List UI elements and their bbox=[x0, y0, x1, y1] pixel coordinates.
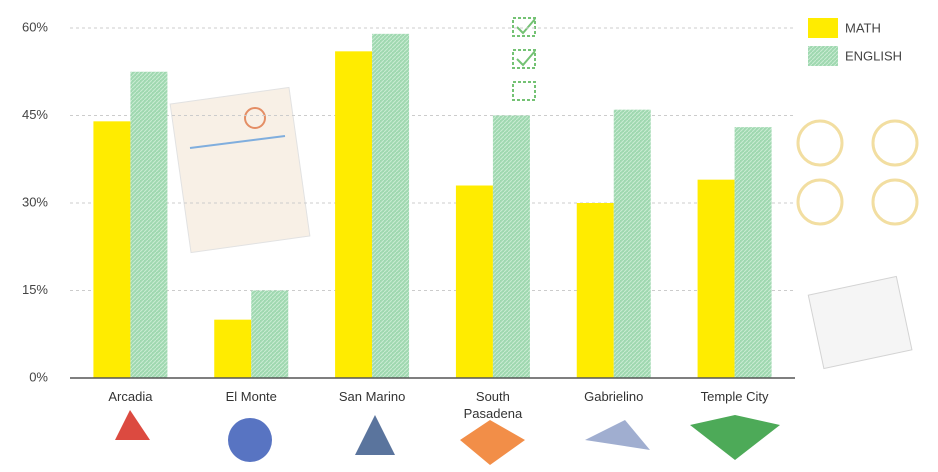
bar bbox=[214, 319, 252, 378]
y-tick-label: 0% bbox=[29, 369, 48, 384]
legend-label: ENGLISH bbox=[845, 48, 902, 63]
x-tick-label: South Pasadena bbox=[463, 389, 523, 421]
bar bbox=[130, 71, 168, 378]
bar bbox=[93, 121, 131, 378]
bar bbox=[372, 33, 410, 378]
bar bbox=[734, 127, 772, 379]
y-tick-label: 15% bbox=[22, 282, 48, 297]
legend-swatch bbox=[808, 18, 838, 38]
y-tick-label: 60% bbox=[22, 19, 48, 34]
legend-label: MATH bbox=[845, 20, 881, 35]
bar bbox=[455, 185, 493, 378]
x-tick-label: Temple City bbox=[700, 389, 769, 404]
bar bbox=[251, 290, 289, 378]
bar bbox=[492, 115, 530, 378]
decoration bbox=[115, 17, 919, 465]
x-tick-label: Gabrielino bbox=[584, 389, 644, 404]
x-tick-label: Arcadia bbox=[108, 389, 153, 404]
bar bbox=[335, 51, 373, 378]
bar bbox=[613, 109, 651, 379]
bar bbox=[576, 203, 614, 378]
x-tick-label: El Monte bbox=[225, 389, 277, 404]
bar bbox=[697, 179, 735, 378]
y-tick-label: 45% bbox=[22, 107, 48, 122]
legend-swatch bbox=[808, 46, 838, 66]
y-tick-label: 30% bbox=[22, 194, 48, 209]
x-tick-label: San Marino bbox=[338, 389, 406, 404]
